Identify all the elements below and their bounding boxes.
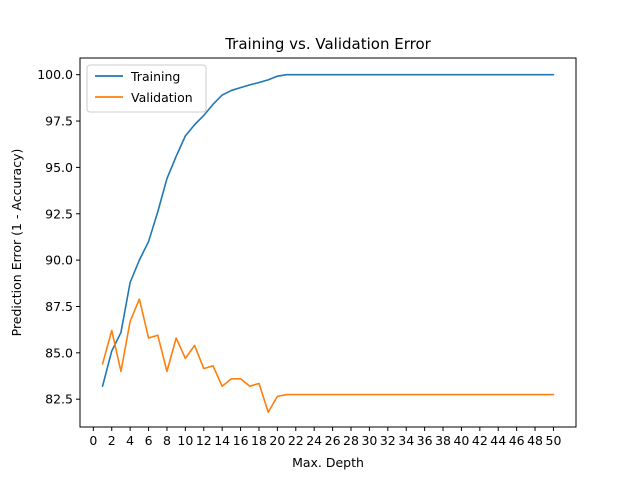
x-tick-label: 34 — [398, 433, 414, 448]
x-tick-label: 12 — [196, 433, 212, 448]
x-axis-label: Max. Depth — [292, 455, 364, 470]
y-tick-label: 95.0 — [45, 160, 73, 175]
y-tick-label: 90.0 — [45, 253, 73, 268]
x-tick-label: 8 — [163, 433, 171, 448]
legend-label-training: Training — [130, 69, 180, 84]
y-tick-label: 92.5 — [45, 206, 73, 221]
x-tick-label: 44 — [490, 433, 506, 448]
x-tick-label: 36 — [417, 433, 433, 448]
x-tick-label: 40 — [453, 433, 469, 448]
x-tick-label: 32 — [380, 433, 396, 448]
y-axis-ticks: 82.5 85.0 87.5 90.0 92.5 95.0 97.5 100.0 — [37, 67, 80, 407]
x-tick-label: 0 — [89, 433, 97, 448]
x-tick-label: 30 — [361, 433, 377, 448]
x-tick-label: 22 — [288, 433, 304, 448]
x-tick-label: 48 — [527, 433, 543, 448]
x-tick-label: 18 — [251, 433, 267, 448]
x-tick-label: 42 — [472, 433, 488, 448]
x-tick-label: 38 — [435, 433, 451, 448]
plot-lines — [101, 73, 555, 413]
y-tick-label: 97.5 — [45, 114, 73, 129]
x-tick-label: 28 — [343, 433, 359, 448]
x-tick-label: 10 — [177, 433, 193, 448]
y-tick-label: 100.0 — [37, 67, 73, 82]
plot-frame — [79, 57, 577, 428]
y-tick-label: 82.5 — [45, 392, 73, 407]
x-tick-label: 46 — [509, 433, 525, 448]
series-line-validation — [101, 298, 555, 413]
x-tick-label: 4 — [126, 433, 134, 448]
y-tick-label: 85.0 — [45, 345, 73, 360]
y-axis-label: Prediction Error (1 - Accuracy) — [9, 149, 24, 337]
x-axis-ticks: 0 2 4 6 8 10 12 14 16 18 20 22 24 26 28 30 32 34 36 38 40 42 4… — [89, 427, 561, 448]
x-tick-label: 20 — [269, 433, 285, 448]
series-line-training — [101, 73, 555, 388]
x-tick-label: 26 — [325, 433, 341, 448]
legend: Training Validation — [86, 64, 207, 113]
x-tick-label: 24 — [306, 433, 322, 448]
x-tick-label: 50 — [546, 433, 562, 448]
x-tick-label: 16 — [233, 433, 249, 448]
x-tick-label: 6 — [145, 433, 153, 448]
x-tick-label: 14 — [214, 433, 230, 448]
x-tick-label: 2 — [108, 433, 116, 448]
legend-label-validation: Validation — [131, 90, 193, 105]
chart-title: Training vs. Validation Error — [224, 35, 431, 53]
y-tick-label: 87.5 — [45, 299, 73, 314]
